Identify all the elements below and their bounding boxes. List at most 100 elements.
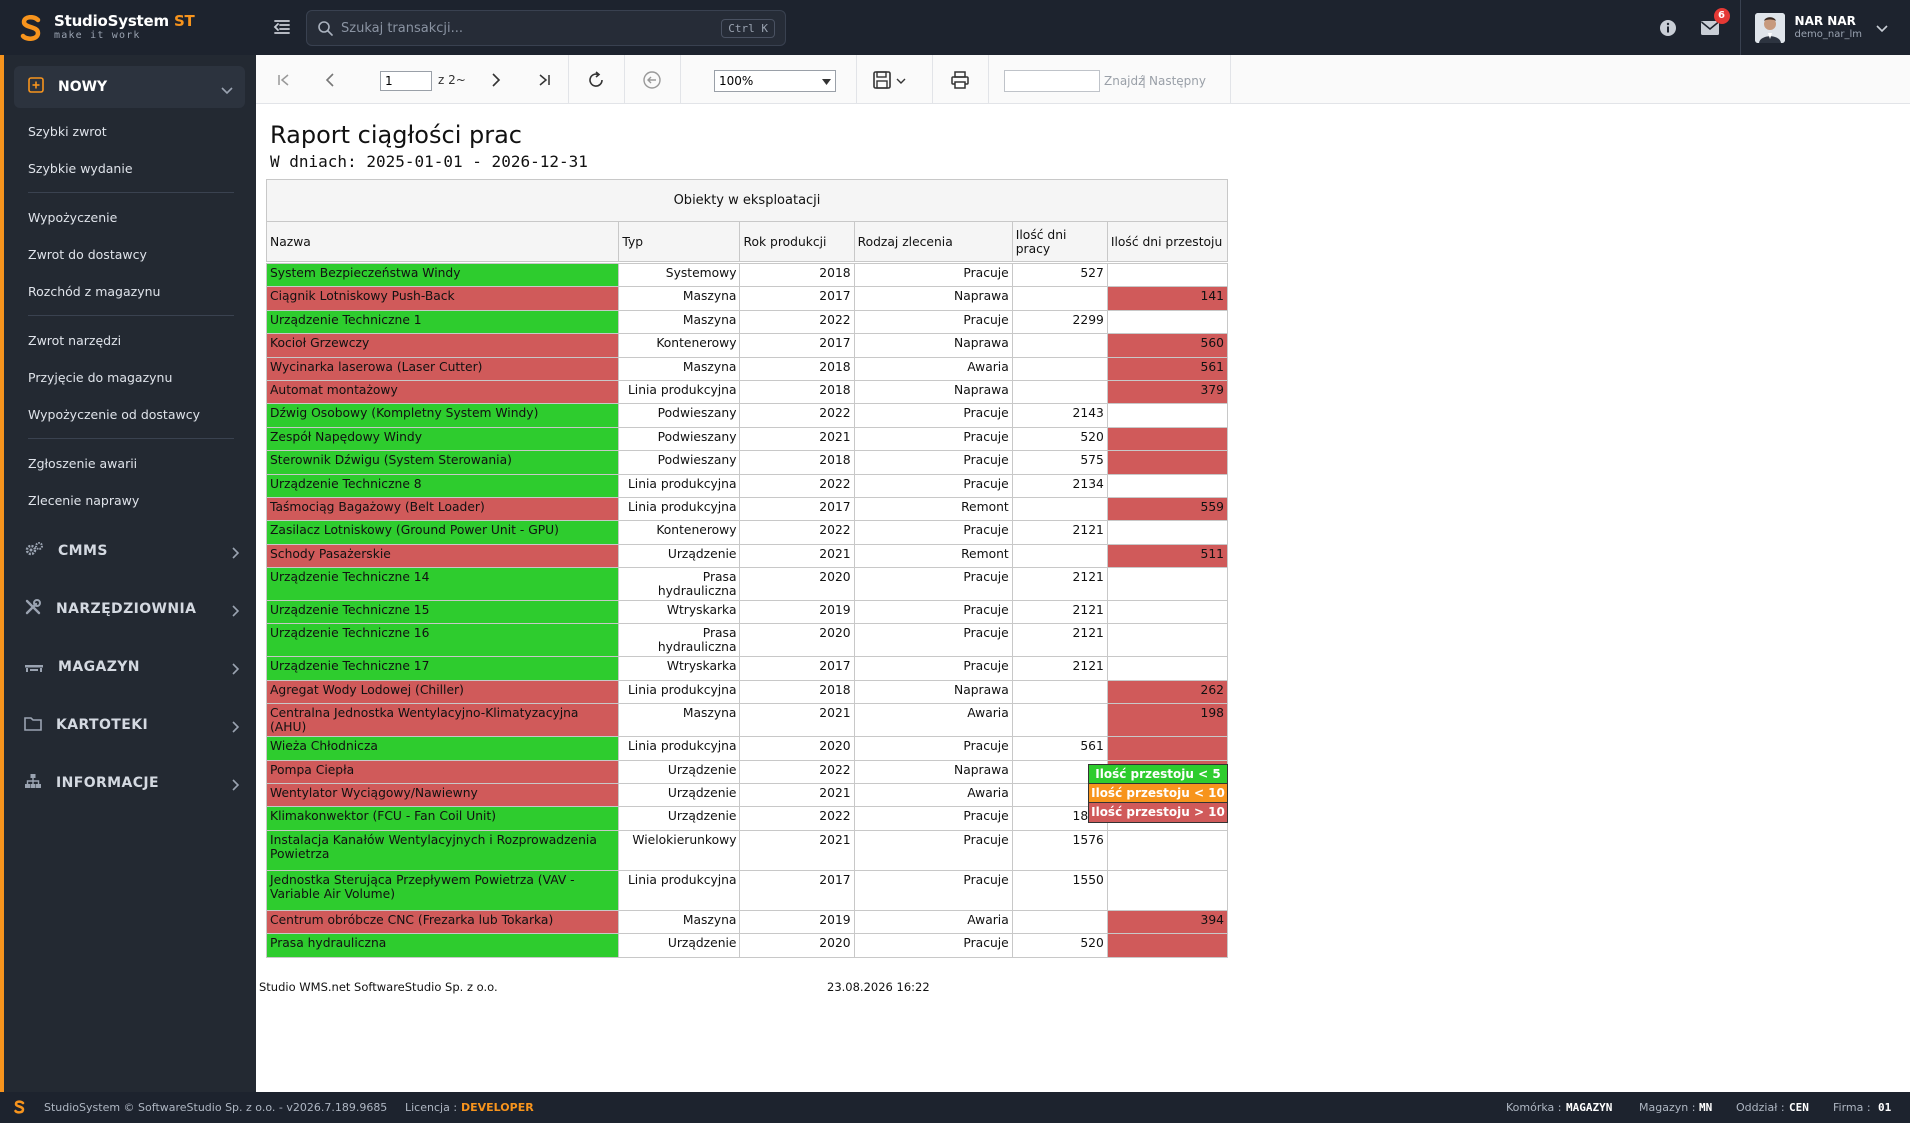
cell-dni-pracy: 1550 <box>1011 869 1108 911</box>
user-name: NAR NAR <box>1794 13 1856 28</box>
search-icon <box>317 20 333 36</box>
table-row: Centralna Jednostka Wentylacyjno-Klimaty… <box>265 703 1229 738</box>
search-box[interactable]: Ctrl K <box>306 10 786 46</box>
cell-dni-pracy: 520 <box>1011 426 1108 452</box>
cell-rodzaj: Pracuje <box>853 829 1013 871</box>
cell-rok: 2020 <box>739 933 855 958</box>
cell-typ: Wtryskarka <box>618 656 741 681</box>
cell-rodzaj: Pracuje <box>853 567 1013 602</box>
sidebar-item-zlecenie-naprawy[interactable]: Zlecenie naprawy <box>28 493 140 508</box>
cell-rodzaj: Pracuje <box>853 806 1013 831</box>
back-icon[interactable] <box>640 68 664 92</box>
cell-rok: 2018 <box>739 379 855 405</box>
report-title: Raport ciągłości prac <box>270 121 522 149</box>
cell-dni-pracy: 2121 <box>1011 567 1108 602</box>
info-icon[interactable] <box>1656 16 1680 40</box>
next-page-icon[interactable] <box>484 68 508 92</box>
cell-dni-pracy <box>1011 679 1108 705</box>
cell-typ: Wielokierunkowy <box>618 829 741 871</box>
cell-rok: 2020 <box>739 567 855 602</box>
cell-rok: 2017 <box>739 656 855 681</box>
chevron-down-icon[interactable] <box>1876 18 1888 37</box>
print-icon[interactable] <box>948 68 972 92</box>
cell-dni-przestoju: 511 <box>1106 543 1229 569</box>
previous-page-icon[interactable] <box>318 68 342 92</box>
cell-nazwa: Urządzenie Techniczne 15 <box>265 600 620 625</box>
find-link[interactable]: Znajdź <box>1104 74 1145 88</box>
menu-toggle-icon[interactable] <box>272 17 292 37</box>
cell-rodzaj: Awaria <box>853 783 1013 808</box>
cell-typ: Urządzenie <box>618 806 741 831</box>
cell-nazwa: Sterownik Dźwigu (System Sterowania) <box>265 450 620 475</box>
zoom-select[interactable]: 100% <box>714 70 836 92</box>
sidebar-section-cmms[interactable]: CMMS <box>24 536 240 566</box>
cell-dni-pracy <box>1011 356 1108 381</box>
sidebar-item-przyjecie-do-magazynu[interactable]: Przyjęcie do magazynu <box>28 370 173 385</box>
sidebar-section-narzedziownia[interactable]: NARZĘDZIOWNIA <box>24 594 240 624</box>
find-next-link[interactable]: Następny <box>1149 74 1206 88</box>
refresh-icon[interactable] <box>584 68 608 92</box>
sidebar-section-magazyn[interactable]: MAGAZYN <box>24 652 240 682</box>
cell-typ: Urządzenie <box>618 933 741 958</box>
cell-typ: Wtryskarka <box>618 600 741 625</box>
table-row: Urządzenie Techniczne 15 Wtryskarka 2019 Pr… <box>265 600 1229 625</box>
sidebar-item-zgloszenie-awarii[interactable]: Zgłoszenie awarii <box>28 456 138 471</box>
sidebar-item-zwrot-narzedzi[interactable]: Zwrot narzędzi <box>28 333 122 348</box>
cell-typ: Kontenerowy <box>618 520 741 545</box>
cell-rok: 2018 <box>739 450 855 475</box>
cell-rok: 2021 <box>739 703 855 738</box>
table-row: Zespół Napędowy Windy Podwieszany 2021 Prac… <box>265 426 1229 452</box>
sidebar-item-rozchod-z-magazynu[interactable]: Rozchód z magazynu <box>28 284 161 299</box>
brand[interactable]: StudioSystem ST make it work <box>0 0 256 55</box>
cell-nazwa: Urządzenie Techniczne 14 <box>265 567 620 602</box>
save-export-icon[interactable] <box>870 68 910 92</box>
sidebar-section-informacje[interactable]: INFORMACJE <box>24 768 240 798</box>
sidebar-section-kartoteki[interactable]: KARTOTEKI <box>24 710 240 740</box>
cell-dni-przestoju: 379 <box>1106 379 1229 405</box>
user-menu[interactable]: NAR NAR demo_nar_lm <box>1739 0 1910 55</box>
legend-item: Ilość przestoju < 10 <box>1088 783 1228 804</box>
table-row: Kocioł Grzewczy Kontenerowy 2017 Naprawa 560 <box>265 333 1229 358</box>
cell-dni-przestoju <box>1106 567 1229 602</box>
cell-nazwa: Centrum obróbcze CNC (Frezarka lub Tokar… <box>265 909 620 935</box>
cell-nazwa: Wentylator Wyciągowy/Nawiewny <box>265 783 620 808</box>
table-row: Zasilacz Lotniskowy (Ground Power Unit -… <box>265 520 1229 545</box>
last-page-icon[interactable] <box>532 68 556 92</box>
find-input[interactable] <box>1004 70 1100 92</box>
sidebar-item-zwrot-do-dostawcy[interactable]: Zwrot do dostawcy <box>28 247 147 262</box>
sidebar-item-szybkie-wydanie[interactable]: Szybkie wydanie <box>28 161 133 176</box>
cell-dni-przestoju: 198 <box>1106 703 1229 738</box>
sidebar-item-szybki-zwrot[interactable]: Szybki zwrot <box>28 124 107 139</box>
cell-nazwa: Prasa hydrauliczna <box>265 933 620 958</box>
cell-dni-pracy <box>1011 496 1108 522</box>
table-row: Urządzenie Techniczne 16 Prasa hydraulicz… <box>265 623 1229 658</box>
table-row: Agregat Wody Lodowej (Chiller) Linia prod… <box>265 679 1229 705</box>
oddzial-label: Oddział : <box>1736 1101 1785 1114</box>
sidebar-item-wypozyczenie[interactable]: Wypożyczenie <box>28 210 118 225</box>
cell-dni-przestoju <box>1106 520 1229 545</box>
cell-dni-przestoju <box>1106 426 1229 452</box>
cell-dni-pracy: 2121 <box>1011 600 1108 625</box>
komorka-value: MAGAZYN <box>1566 1101 1613 1114</box>
chevron-right-icon <box>232 602 240 621</box>
cell-typ: Linia produkcyjna <box>618 679 741 705</box>
cell-dni-przestoju <box>1106 473 1229 498</box>
sidebar-nowy-toggle[interactable]: NOWY <box>14 66 245 108</box>
cell-nazwa: Schody Pasażerskie <box>265 543 620 569</box>
cell-nazwa: Wycinarka laserowa (Laser Cutter) <box>265 356 620 381</box>
cell-typ: Podwieszany <box>618 450 741 475</box>
column-header-dni-przestoju: Ilość dni przestoju <box>1106 221 1229 262</box>
mail-icon[interactable]: 6 <box>1698 7 1730 40</box>
search-input[interactable] <box>341 20 722 36</box>
cell-dni-przestoju: 560 <box>1106 333 1229 358</box>
first-page-icon[interactable] <box>272 68 296 92</box>
table-row: Instalacja Kanałów Wentylacyjnych i Rozp… <box>265 829 1229 871</box>
firma-label: Firma : <box>1833 1101 1871 1114</box>
cell-typ: Linia produkcyjna <box>618 736 741 761</box>
sidebar-item-wypozyczenie-od-dostawcy[interactable]: Wypożyczenie od dostawcy <box>28 407 200 422</box>
cell-nazwa: Instalacja Kanałów Wentylacyjnych i Rozp… <box>265 829 620 871</box>
cell-nazwa: System Bezpieczeństwa Windy <box>265 262 620 288</box>
cell-dni-przestoju: 394 <box>1106 909 1229 935</box>
page-number-input[interactable] <box>380 71 432 91</box>
cell-rodzaj: Remont <box>853 496 1013 522</box>
